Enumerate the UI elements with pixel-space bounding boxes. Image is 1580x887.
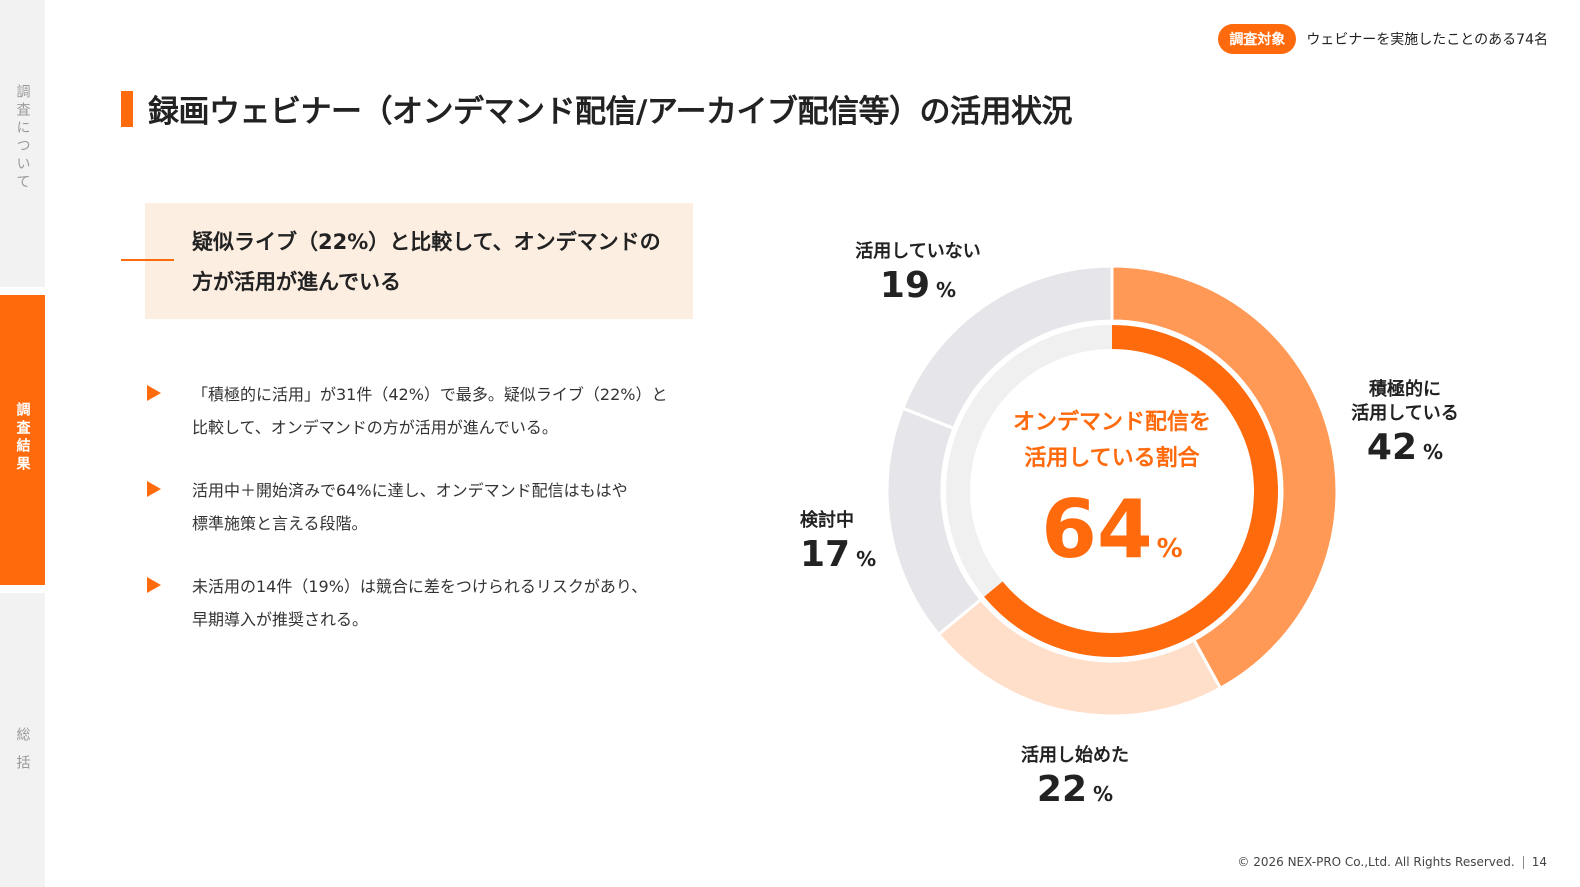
footer: © 2026 NEX-PRO Co.,Ltd. All Rights Reser… xyxy=(1237,855,1547,869)
sidebar-item-summary[interactable]: 総括 xyxy=(0,593,45,887)
survey-target-badge: 調査対象 xyxy=(1218,24,1297,54)
key-finding-accent-line xyxy=(121,259,174,261)
slice-label-name: 活用し始めた xyxy=(1021,745,1129,766)
key-finding-box xyxy=(145,203,693,319)
triangle-bullet-icon xyxy=(147,385,161,401)
triangle-bullet-icon xyxy=(147,481,161,497)
key-finding-line: 方が活用が進んでいる xyxy=(192,270,401,294)
bullet-line: 「積極的に活用」が31件（42%）で最多。疑似ライブ（22%）と xyxy=(192,385,668,404)
bullet-line: 比較して、オンデマンドの方が活用が進んでいる。 xyxy=(192,418,558,437)
sidebar-item-label: 総括 xyxy=(14,727,31,783)
donut-slice-3 xyxy=(900,264,1114,431)
slice-label-not-using: 活用していない 19% xyxy=(840,240,996,312)
center-caption: 活用している割合 xyxy=(1024,446,1200,471)
bullet-list: 「積極的に活用」が31件（42%）で最多。疑似ライブ（22%）と 比較して、オン… xyxy=(145,378,685,666)
sidebar-item-label: 調査結果 xyxy=(14,402,31,474)
bullet-line: 早期導入が推奨される。 xyxy=(192,610,369,629)
slice-label-unit: % xyxy=(1423,440,1444,464)
page-title: 録画ウェビナー（オンデマンド配信/アーカイブ配信等）の活用状況 xyxy=(148,94,1072,130)
slice-label-value: 19 xyxy=(879,265,931,306)
slice-label-active: 積極的に 活用している 42% xyxy=(1340,378,1470,474)
slice-label-name: 積極的に xyxy=(1369,379,1441,400)
survey-target: 調査対象 ウェビナーを実施したことのある74名 xyxy=(1218,24,1548,54)
triangle-bullet-icon xyxy=(147,577,161,593)
slice-label-value: 42 xyxy=(1366,427,1418,468)
slice-label-value: 22 xyxy=(1036,769,1088,810)
donut-center: オンデマンド配信を 活用している割合 64% xyxy=(992,405,1232,594)
bullet-item: 未活用の14件（19%）は競合に差をつけられるリスクがあり、 早期導入が推奨され… xyxy=(145,570,685,636)
slice-label-value: 17 xyxy=(800,534,851,575)
sidebar-item-about[interactable]: 調査について xyxy=(0,0,45,287)
slice-label-started: 活用し始めた 22% xyxy=(1000,744,1150,816)
slice-label-unit: % xyxy=(936,278,957,302)
sidebar-item-results[interactable]: 調査結果 xyxy=(0,295,45,585)
sidebar-nav: 調査について 調査結果 総括 xyxy=(0,0,45,887)
page-number: 14 xyxy=(1531,855,1547,869)
center-unit: % xyxy=(1156,534,1183,564)
sidebar-item-label: 調査について xyxy=(14,84,31,192)
center-caption: オンデマンド配信を xyxy=(1012,410,1211,435)
slice-label-name: 活用している xyxy=(1351,403,1459,424)
slice-label-name: 活用していない xyxy=(855,241,981,262)
bullet-item: 活用中＋開始済みで64%に達し、オンデマンド配信はもはや 標準施策と言える段階。 xyxy=(145,474,685,540)
survey-target-text: ウェビナーを実施したことのある74名 xyxy=(1306,32,1548,48)
footer-divider xyxy=(1522,855,1524,869)
slice-label-unit: % xyxy=(1093,782,1114,806)
center-value: 64 xyxy=(1041,483,1153,576)
slice-label-name: 検討中 xyxy=(800,510,854,531)
bullet-item: 「積極的に活用」が31件（42%）で最多。疑似ライブ（22%）と 比較して、オン… xyxy=(145,378,685,444)
bullet-line: 活用中＋開始済みで64%に達し、オンデマンド配信はもはや xyxy=(192,481,628,500)
bullet-line: 未活用の14件（19%）は競合に差をつけられるリスクがあり、 xyxy=(192,577,648,596)
slice-label-considering: 検討中 17% xyxy=(780,509,880,581)
title-accent-bar xyxy=(121,91,133,127)
donut-slice-0 xyxy=(1110,264,1339,691)
highlight-ring-arc xyxy=(984,325,1278,657)
bullet-line: 標準施策と言える段階。 xyxy=(192,514,368,533)
key-finding-text: 疑似ライブ（22%）と比較して、オンデマンドの 方が活用が進んでいる xyxy=(192,222,672,302)
key-finding-line: 疑似ライブ（22%）と比較して、オンデマンドの xyxy=(192,230,661,254)
slice-label-unit: % xyxy=(856,547,877,571)
copyright: © 2026 NEX-PRO Co.,Ltd. All Rights Reser… xyxy=(1237,855,1515,869)
